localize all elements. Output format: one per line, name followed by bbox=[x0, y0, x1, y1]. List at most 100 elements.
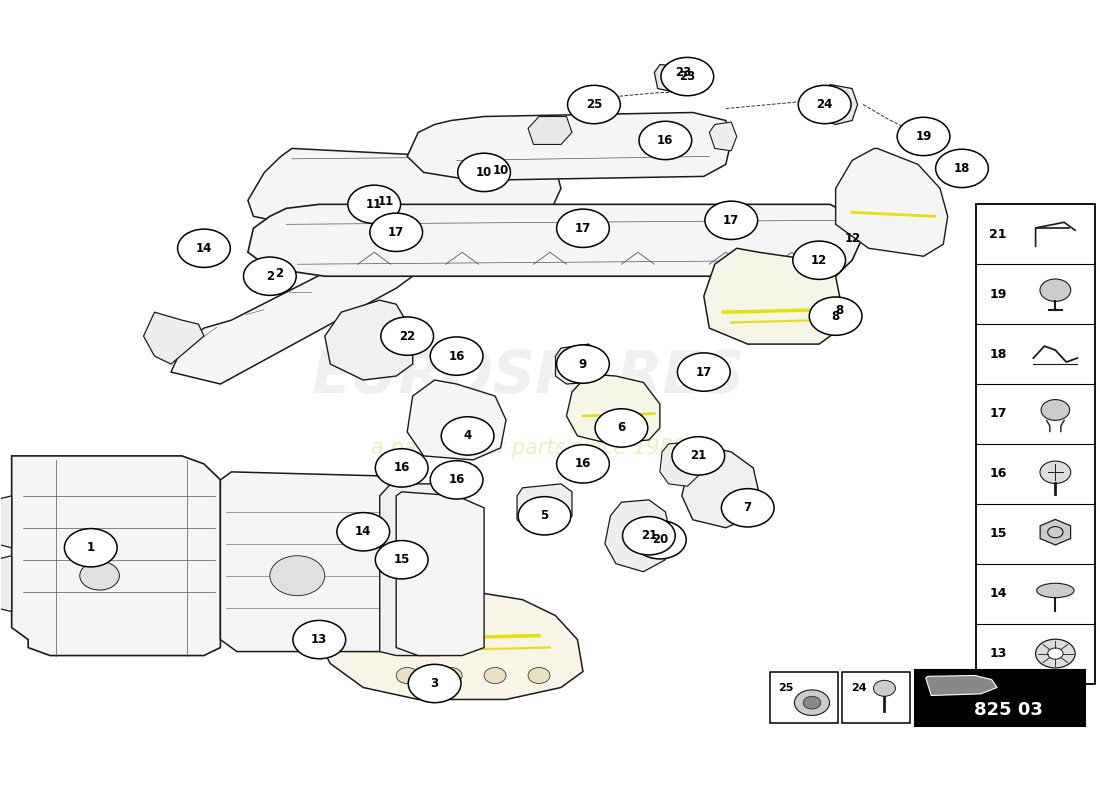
Circle shape bbox=[370, 213, 422, 251]
Text: 6: 6 bbox=[617, 422, 626, 434]
Text: 17: 17 bbox=[695, 366, 712, 378]
Text: 23: 23 bbox=[675, 66, 692, 79]
Text: 17: 17 bbox=[388, 226, 405, 238]
Circle shape bbox=[661, 58, 714, 96]
Circle shape bbox=[80, 562, 119, 590]
Circle shape bbox=[381, 317, 433, 355]
Text: 17: 17 bbox=[575, 222, 591, 234]
Polygon shape bbox=[517, 484, 572, 528]
Text: 8: 8 bbox=[836, 304, 844, 317]
Text: 15: 15 bbox=[394, 554, 410, 566]
Circle shape bbox=[293, 621, 345, 658]
Text: 14: 14 bbox=[196, 242, 212, 254]
Circle shape bbox=[243, 257, 296, 295]
Polygon shape bbox=[170, 236, 429, 384]
Circle shape bbox=[518, 497, 571, 535]
Circle shape bbox=[528, 667, 550, 683]
Polygon shape bbox=[143, 312, 204, 364]
Circle shape bbox=[375, 541, 428, 579]
Circle shape bbox=[634, 521, 686, 559]
Circle shape bbox=[557, 345, 609, 383]
Circle shape bbox=[568, 86, 620, 124]
Text: 7: 7 bbox=[744, 502, 751, 514]
Text: 25: 25 bbox=[586, 98, 602, 111]
Circle shape bbox=[623, 517, 675, 555]
Polygon shape bbox=[710, 122, 737, 151]
Text: 21: 21 bbox=[690, 450, 706, 462]
Circle shape bbox=[1035, 639, 1075, 668]
Text: 17: 17 bbox=[723, 214, 739, 227]
Polygon shape bbox=[407, 113, 732, 180]
Text: 15: 15 bbox=[990, 527, 1006, 540]
Polygon shape bbox=[396, 492, 484, 655]
Text: 4: 4 bbox=[463, 430, 472, 442]
Text: 11: 11 bbox=[377, 195, 394, 209]
Polygon shape bbox=[836, 149, 948, 256]
Polygon shape bbox=[814, 85, 858, 125]
Text: 21: 21 bbox=[990, 228, 1006, 241]
FancyBboxPatch shape bbox=[770, 671, 838, 723]
Circle shape bbox=[337, 513, 389, 551]
Circle shape bbox=[441, 417, 494, 455]
Text: 16: 16 bbox=[449, 350, 465, 362]
Polygon shape bbox=[0, 496, 12, 548]
Text: 5: 5 bbox=[540, 510, 549, 522]
Circle shape bbox=[375, 449, 428, 487]
Text: 21: 21 bbox=[640, 530, 657, 542]
Text: 19: 19 bbox=[915, 130, 932, 143]
Polygon shape bbox=[654, 65, 695, 93]
Polygon shape bbox=[220, 472, 396, 651]
Text: 10: 10 bbox=[493, 164, 509, 178]
Circle shape bbox=[430, 337, 483, 375]
Polygon shape bbox=[1041, 519, 1070, 545]
Circle shape bbox=[484, 667, 506, 683]
Text: 25: 25 bbox=[779, 682, 794, 693]
Text: EUROSPARES: EUROSPARES bbox=[311, 347, 745, 405]
Text: 20: 20 bbox=[651, 534, 668, 546]
Text: 2: 2 bbox=[266, 270, 274, 282]
Polygon shape bbox=[248, 204, 864, 276]
Text: 16: 16 bbox=[449, 474, 465, 486]
Circle shape bbox=[799, 86, 851, 124]
Circle shape bbox=[270, 556, 324, 596]
Text: 8: 8 bbox=[832, 310, 839, 322]
Text: 19: 19 bbox=[990, 288, 1006, 301]
Text: 12: 12 bbox=[811, 254, 827, 266]
Polygon shape bbox=[324, 300, 412, 380]
Circle shape bbox=[595, 409, 648, 447]
Circle shape bbox=[873, 680, 895, 696]
Circle shape bbox=[803, 696, 821, 709]
Text: 825 03: 825 03 bbox=[974, 701, 1043, 719]
Circle shape bbox=[639, 122, 692, 160]
Circle shape bbox=[458, 154, 510, 191]
Circle shape bbox=[557, 445, 609, 483]
Circle shape bbox=[898, 118, 950, 156]
Circle shape bbox=[1047, 648, 1063, 659]
Circle shape bbox=[348, 185, 400, 223]
Circle shape bbox=[793, 241, 846, 279]
Polygon shape bbox=[660, 442, 702, 486]
Text: 12: 12 bbox=[845, 232, 860, 245]
Text: 3: 3 bbox=[430, 677, 439, 690]
Polygon shape bbox=[926, 675, 997, 695]
Circle shape bbox=[440, 667, 462, 683]
FancyBboxPatch shape bbox=[843, 671, 911, 723]
Circle shape bbox=[672, 437, 725, 475]
Text: 2: 2 bbox=[275, 267, 284, 280]
Polygon shape bbox=[379, 484, 456, 655]
Polygon shape bbox=[605, 500, 671, 572]
Polygon shape bbox=[314, 560, 583, 699]
Circle shape bbox=[722, 489, 774, 527]
Text: 18: 18 bbox=[990, 347, 1006, 361]
Circle shape bbox=[177, 229, 230, 267]
Text: 24: 24 bbox=[816, 98, 833, 111]
Text: 16: 16 bbox=[657, 134, 673, 147]
Circle shape bbox=[65, 529, 117, 567]
Polygon shape bbox=[566, 374, 660, 444]
Polygon shape bbox=[248, 149, 561, 224]
Text: 11: 11 bbox=[366, 198, 383, 211]
Polygon shape bbox=[704, 248, 842, 344]
Polygon shape bbox=[0, 556, 12, 612]
Text: 1: 1 bbox=[87, 542, 95, 554]
Circle shape bbox=[557, 209, 609, 247]
